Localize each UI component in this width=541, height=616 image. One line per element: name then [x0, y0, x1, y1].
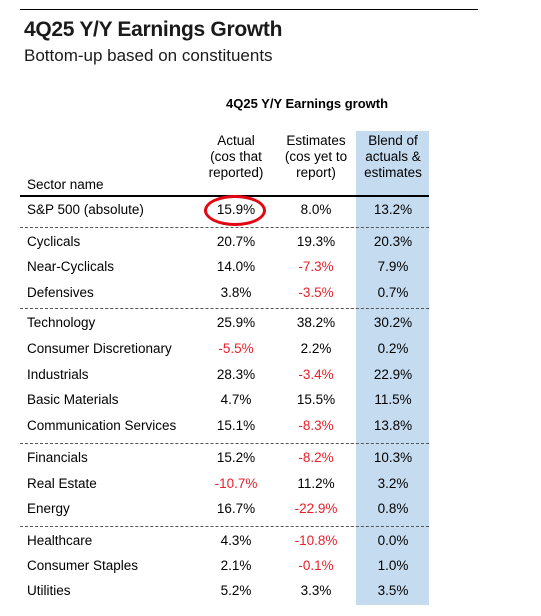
header-line: Actual [217, 133, 255, 148]
blend-value: 0.8% [377, 501, 409, 516]
blend-value: 0.2% [377, 341, 409, 356]
table-row: Utilities 5.2% 3.3% 3.5% [0, 580, 541, 605]
estimates-value: 3.3% [300, 583, 332, 598]
blend-value: 0.0% [377, 533, 409, 548]
table-row: Technology 25.9% 38.2% 30.2% [0, 312, 541, 337]
blend-value: 10.3% [373, 450, 413, 465]
actual-value: 25.9% [216, 315, 256, 330]
sector-name: Utilities [27, 583, 71, 598]
table-row: Consumer Discretionary -5.5% 2.2% 0.2% [0, 338, 541, 363]
header-line: actuals & [365, 149, 421, 164]
table-row: Cyclicals 20.7% 19.3% 20.3% [0, 231, 541, 256]
table-row: Consumer Staples 2.1% -0.1% 1.0% [0, 555, 541, 580]
header-line: (cos yet to [284, 149, 348, 164]
estimates-value: 15.5% [296, 392, 336, 407]
sector-name: Financials [27, 450, 88, 465]
header-line: report) [296, 165, 336, 180]
sector-name: Consumer Discretionary [27, 341, 172, 356]
table-row: Real Estate -10.7% 11.2% 3.2% [0, 473, 541, 498]
blend-value: 3.5% [377, 583, 409, 598]
estimates-value: -8.2% [298, 450, 334, 465]
sector-name: Healthcare [27, 533, 93, 548]
blend-value: 30.2% [373, 315, 413, 330]
column-header-blend: Blend of actuals & estimates [357, 133, 429, 181]
actual-value: 16.7% [216, 501, 256, 516]
estimates-value: -3.4% [298, 367, 334, 382]
table-row: S&P 500 (absolute) 15.9% 8.0% 13.2% [0, 199, 541, 224]
actual-value: 4.7% [220, 392, 252, 407]
estimates-value: -10.8% [294, 533, 338, 548]
blend-value: 7.9% [377, 259, 409, 274]
blend-value: 20.3% [373, 234, 413, 249]
blend-value: 13.8% [373, 418, 413, 433]
group-divider [20, 227, 429, 228]
actual-value: 20.7% [216, 234, 256, 249]
column-header-actual: Actual (cos that reported) [200, 133, 272, 181]
blend-value: 13.2% [373, 202, 413, 217]
estimates-value: 11.2% [297, 476, 335, 491]
column-header-sector: Sector name [27, 177, 104, 192]
sector-name: Communication Services [27, 418, 177, 433]
actual-value: -5.5% [218, 341, 254, 356]
blend-value: 1.0% [377, 558, 409, 573]
header-line: (cos that [210, 149, 262, 164]
blend-value: 11.5% [374, 392, 412, 407]
sector-name: Cyclicals [27, 234, 81, 249]
table-row: Healthcare 4.3% -10.8% 0.0% [0, 530, 541, 555]
table-row: Industrials 28.3% -3.4% 22.9% [0, 364, 541, 389]
blend-value: 3.2% [377, 476, 409, 491]
actual-value: 5.2% [220, 583, 252, 598]
estimates-value: 38.2% [296, 315, 336, 330]
estimates-value: -22.9% [294, 501, 338, 516]
group-divider [20, 308, 429, 309]
page-subtitle: Bottom-up based on constituents [24, 46, 273, 65]
sector-name: Energy [27, 501, 70, 516]
actual-value: 2.1% [220, 558, 252, 573]
page-title: 4Q25 Y/Y Earnings Growth [24, 18, 283, 41]
actual-value: 4.3% [220, 533, 252, 548]
column-header-estimates: Estimates (cos yet to report) [278, 133, 354, 181]
header-line: Estimates [286, 133, 346, 148]
sector-name: Basic Materials [27, 392, 119, 407]
table-row: Defensives 3.8% -3.5% 0.7% [0, 282, 541, 307]
sector-name: Consumer Staples [27, 558, 139, 573]
sector-name: Real Estate [27, 476, 97, 491]
sector-name: Technology [27, 315, 96, 330]
actual-value: -10.7% [214, 476, 258, 491]
header-line: reported) [208, 165, 264, 180]
table-row: Energy 16.7% -22.9% 0.8% [0, 498, 541, 523]
table-row: Communication Services 15.1% -8.3% 13.8% [0, 415, 541, 440]
estimates-value: -3.5% [298, 285, 334, 300]
estimates-value: 8.0% [300, 202, 332, 217]
estimates-value: 19.3% [296, 234, 336, 249]
header-line: estimates [364, 165, 422, 180]
table-row: Basic Materials 4.7% 15.5% 11.5% [0, 389, 541, 414]
top-rule [20, 9, 478, 10]
estimates-value: -7.3% [298, 259, 334, 274]
sector-name: Industrials [27, 367, 89, 382]
sector-name: S&P 500 (absolute) [27, 202, 144, 217]
actual-value: 14.0% [216, 259, 256, 274]
actual-value: 3.8% [220, 285, 252, 300]
estimates-value: -8.3% [298, 418, 334, 433]
sector-name: Near-Cyclicals [27, 259, 115, 274]
group-divider [20, 443, 429, 444]
actual-value: 28.3% [216, 367, 256, 382]
actual-value: 15.2% [216, 450, 256, 465]
sector-name: Defensives [27, 285, 94, 300]
header-line: Blend of [368, 133, 418, 148]
blend-value: 22.9% [373, 367, 413, 382]
group-divider [20, 526, 429, 527]
estimates-value: 2.2% [300, 341, 332, 356]
table-row: Financials 15.2% -8.2% 10.3% [0, 447, 541, 472]
table-heading: 4Q25 Y/Y Earnings growth [226, 96, 389, 111]
blend-value: 0.7% [377, 285, 409, 300]
actual-value: 15.1% [216, 418, 256, 433]
estimates-value: -0.1% [298, 558, 334, 573]
table-row: Near-Cyclicals 14.0% -7.3% 7.9% [0, 256, 541, 281]
highlight-circle [204, 195, 266, 226]
